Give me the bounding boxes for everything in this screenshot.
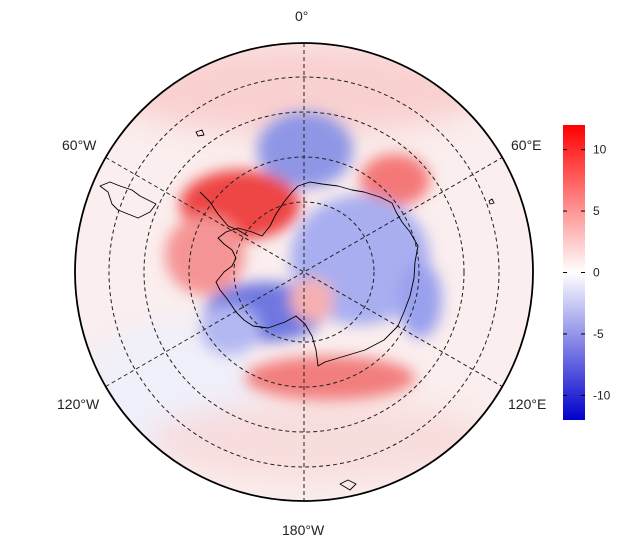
anomaly-field [75, 43, 533, 501]
south-america-coastline [99, 181, 157, 219]
antarctica-coastline [215, 181, 419, 367]
anomaly-warm-lower [245, 356, 415, 400]
anomaly-warm-south-west [165, 215, 245, 295]
colorbar-tick-label: 5 [593, 204, 600, 218]
island-coastline [195, 129, 205, 137]
colorbar: 10 5 0 -5 -10 [563, 125, 611, 420]
map-boundary [74, 42, 534, 502]
anomaly-cool-center-west [200, 305, 260, 355]
anomaly-cool-far-east [398, 262, 442, 338]
longitude-label-60w: 60°W [62, 137, 97, 153]
colorbar-tick-label: 0 [593, 266, 600, 280]
anomaly-warm-outer-north [110, 45, 490, 135]
colorbar-gradient [563, 125, 585, 420]
anomaly-warm-center [290, 278, 334, 322]
longitude-label-60e: 60°E [511, 137, 542, 153]
longitude-label-120e: 120°E [508, 396, 547, 412]
longitude-label-180w: 180°W [282, 522, 325, 538]
coastlines [99, 129, 495, 491]
island-coastline [339, 479, 357, 491]
anomaly-cool-north [257, 112, 353, 188]
island-coastline [488, 198, 495, 205]
graticule [105, 43, 503, 501]
colorbar-tick-label: 10 [593, 143, 607, 157]
colorbar-tick-label: -5 [593, 327, 604, 341]
antarctic-peninsula-coastline [199, 191, 249, 237]
colorbar-tick-label: -10 [593, 388, 611, 402]
anomaly-warm-north-east [360, 154, 430, 206]
longitude-label-0: 0° [295, 8, 309, 24]
longitude-label-120w: 120°W [57, 396, 100, 412]
anomaly-warm-south [150, 400, 490, 480]
